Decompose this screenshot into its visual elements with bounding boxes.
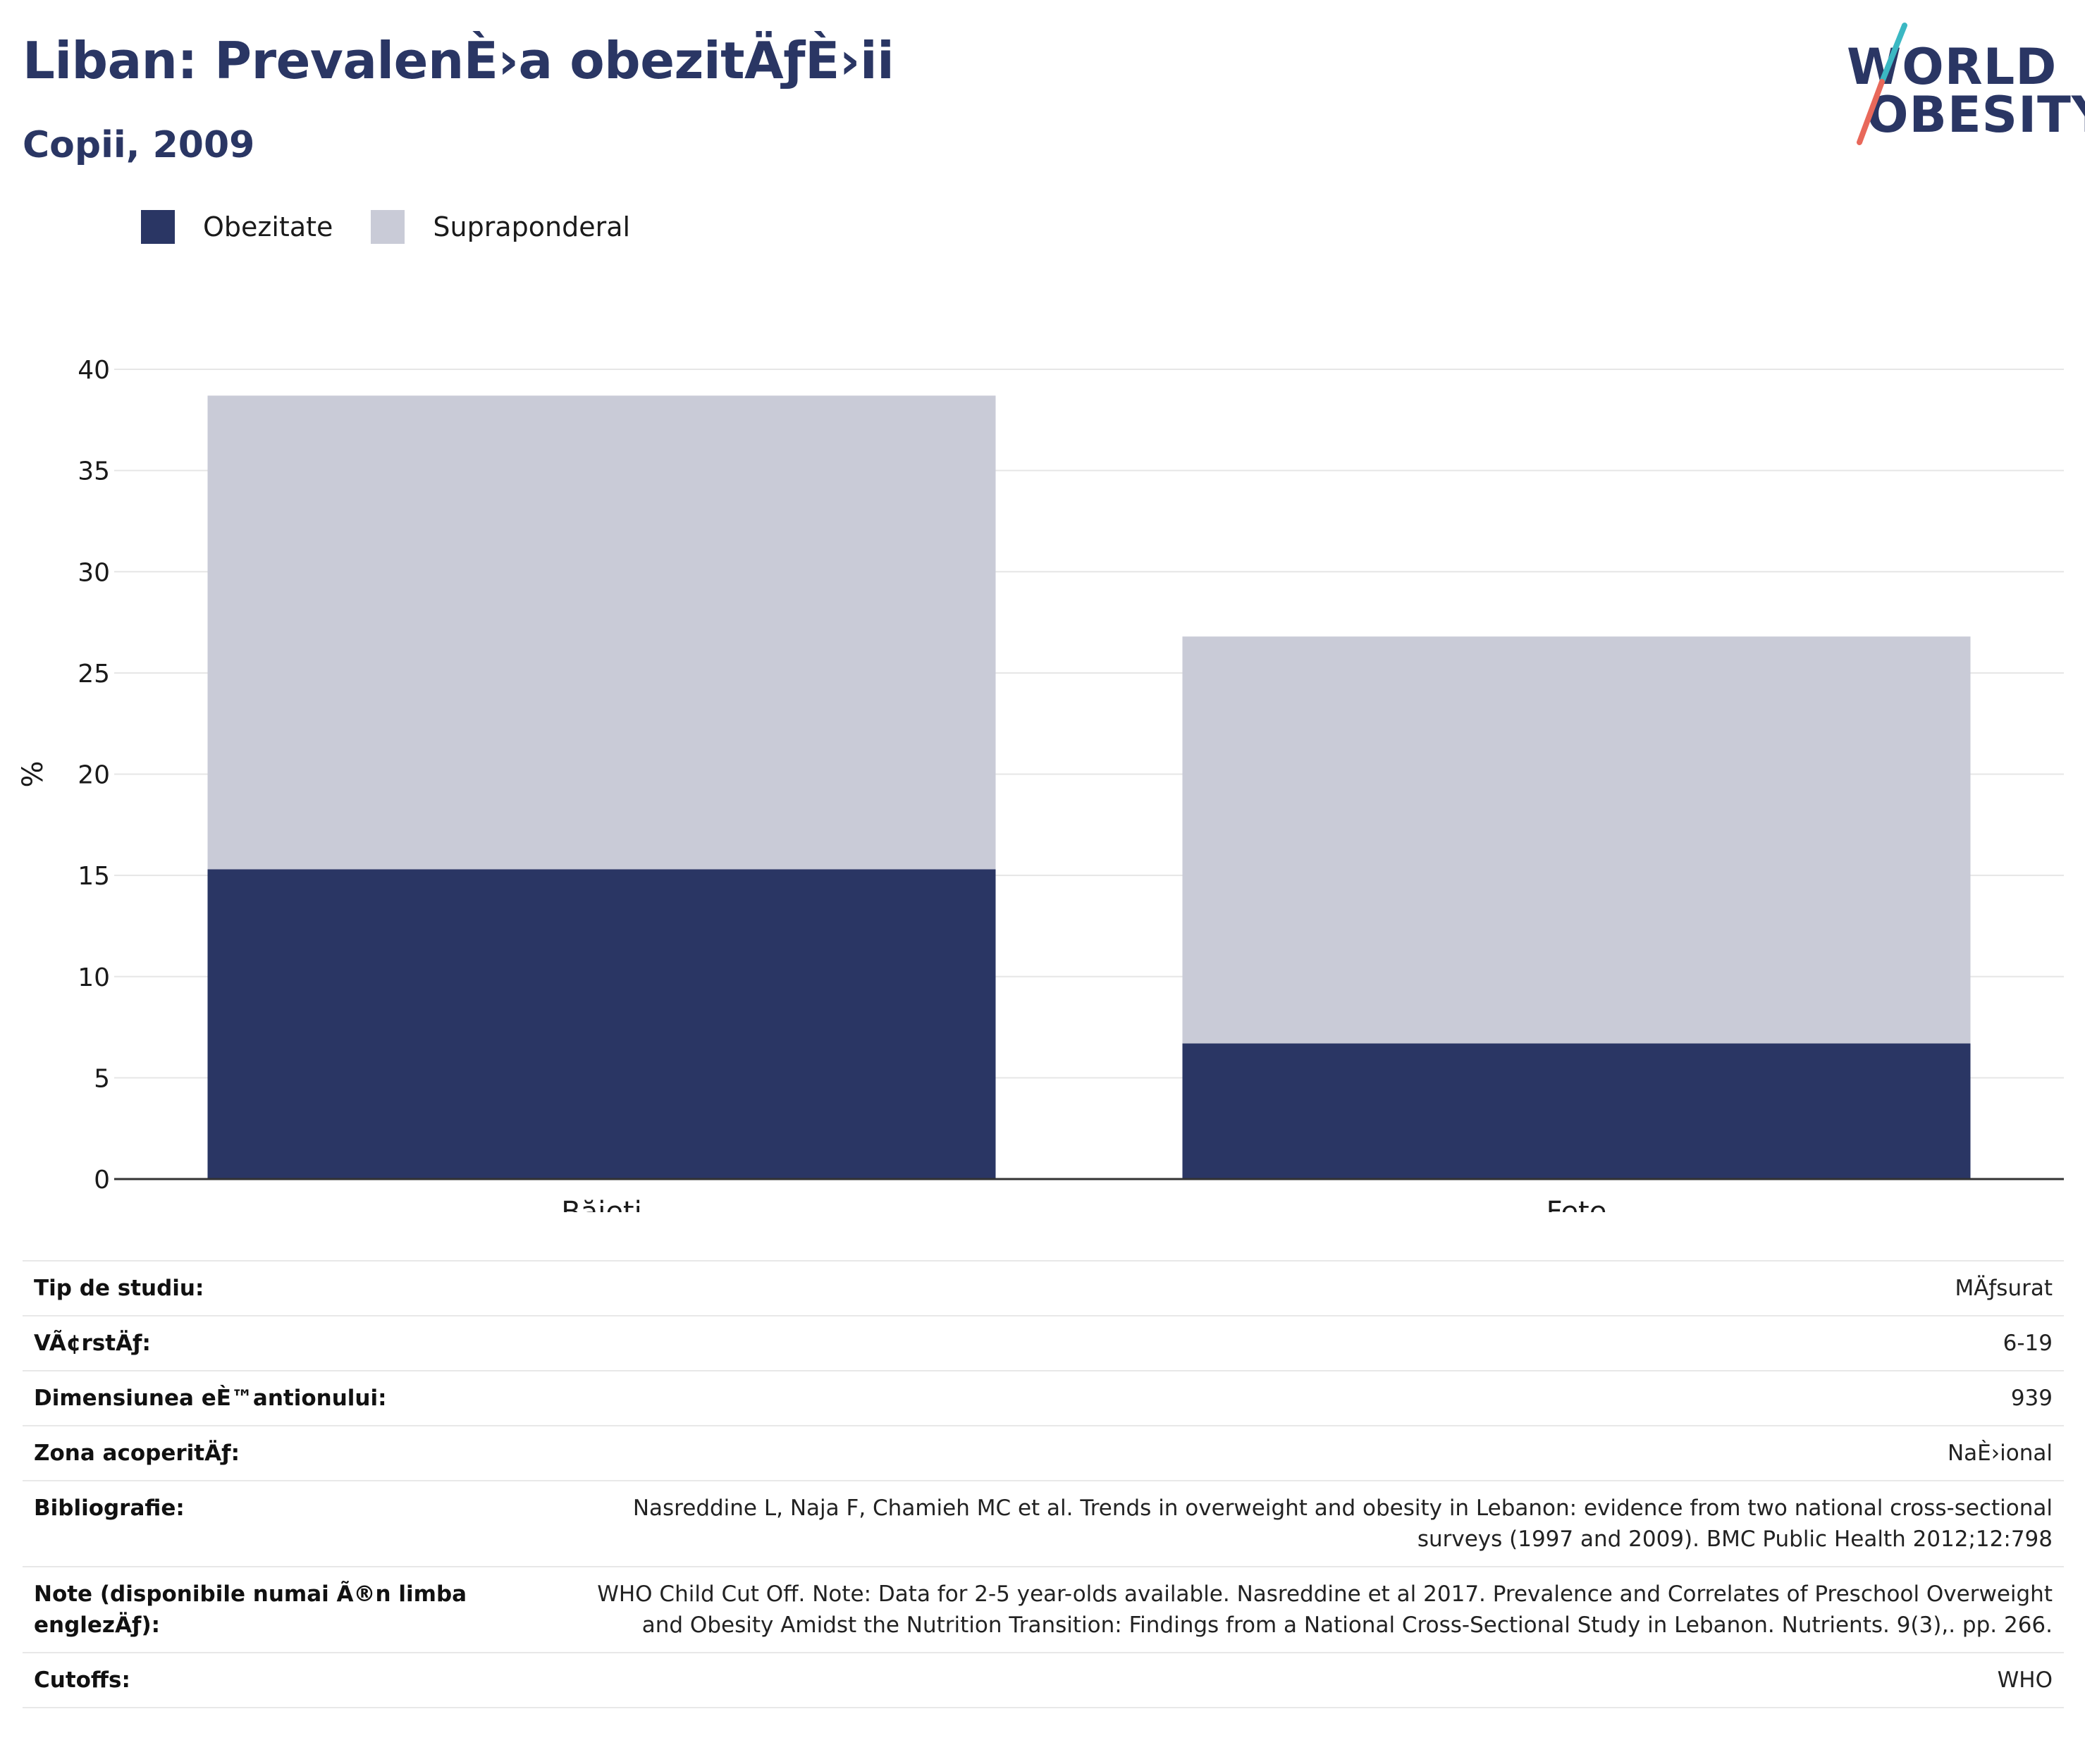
legend-label-supraponderal: Supraponderal [433, 211, 631, 242]
info-row: Note (disponibile numai Ã®n limba englez… [23, 1566, 2064, 1653]
x-category-label: Fete [1546, 1196, 1607, 1212]
info-key: Zona acoperitÄƒ: [23, 1425, 581, 1481]
info-value: 939 [581, 1370, 2064, 1426]
study-info-table: Tip de studiu: MÄƒsurat VÃ¢rstÄƒ: 6-19 Dimen… [23, 1260, 2064, 1708]
chart-title: Liban: PrevalenÈ›a obezitÄƒÈ›ii [23, 31, 894, 90]
logo-slash-icon [1857, 23, 1907, 145]
legend-item-supraponderal[interactable]: Supraponderal [371, 210, 630, 244]
y-axis-tick-labels: 0 5 10 15 20 25 30 35 40 [78, 356, 110, 1195]
y-tick-label: 40 [78, 356, 110, 385]
logo-text-line2: OBESITY [1866, 86, 2085, 144]
world-obesity-logo: WORLD OBESITY [1840, 21, 2085, 148]
bar-supraponderal-baieti[interactable] [207, 395, 996, 870]
info-key: VÃ¢rstÄƒ: [23, 1315, 581, 1371]
y-tick-label: 20 [78, 761, 110, 790]
chart-subtitle: Copii, 2009 [23, 124, 255, 166]
legend-swatch-obezitate [141, 210, 175, 244]
y-tick-label: 0 [94, 1166, 110, 1195]
info-row: VÃ¢rstÄƒ: 6-19 [23, 1315, 2064, 1371]
y-tick-label: 5 [94, 1064, 110, 1093]
y-tick-label: 35 [78, 457, 110, 486]
info-row: Zona acoperitÄƒ: NaÈ›ional [23, 1425, 2064, 1481]
info-key: Cutoffs: [23, 1652, 581, 1708]
x-axis-category-labels: Băieți Fete [561, 1196, 1606, 1212]
info-value: MÄƒsurat [581, 1260, 2064, 1316]
info-key: Dimensiunea eÈ™antionului: [23, 1370, 581, 1426]
info-key: Note (disponibile numai Ã®n limba englez… [23, 1566, 581, 1653]
bar-obezitate-baieti[interactable] [207, 869, 996, 1179]
y-axis-label: % [17, 760, 49, 787]
bar-chart: 0 5 10 15 20 25 30 35 40 Băieți Fete % [17, 356, 2064, 1212]
info-row: Cutoffs: WHO [23, 1652, 2064, 1708]
legend-swatch-supraponderal [371, 210, 405, 244]
info-row: Tip de studiu: MÄƒsurat [23, 1260, 2064, 1316]
legend-label-obezitate: Obezitate [203, 211, 333, 242]
x-category-label: Băieți [561, 1196, 641, 1212]
y-tick-label: 25 [78, 660, 110, 689]
bar-supraponderal-fete[interactable] [1182, 636, 1971, 1044]
bar-obezitate-fete[interactable] [1182, 1043, 1971, 1179]
info-key: Tip de studiu: [23, 1260, 581, 1316]
info-value: WHO [581, 1652, 2064, 1708]
y-tick-label: 30 [78, 558, 110, 587]
info-value: 6-19 [581, 1315, 2064, 1371]
info-key: Bibliografie: [23, 1480, 581, 1567]
info-value: WHO Child Cut Off. Note: Data for 2-5 ye… [581, 1566, 2064, 1653]
info-row: Bibliografie: Nasreddine L, Naja F, Chami… [23, 1480, 2064, 1567]
info-value: Nasreddine L, Naja F, Chamieh MC et al. … [581, 1480, 2064, 1567]
y-tick-label: 15 [78, 862, 110, 891]
info-row: Dimensiunea eÈ™antionului: 939 [23, 1370, 2064, 1426]
info-value: NaÈ›ional [581, 1425, 2064, 1481]
chart-legend: Obezitate Supraponderal [141, 210, 668, 244]
legend-item-obezitate[interactable]: Obezitate [141, 210, 333, 244]
y-tick-label: 10 [78, 963, 110, 992]
bars [207, 395, 1971, 1179]
